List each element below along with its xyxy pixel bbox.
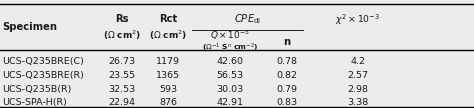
Text: 22.94: 22.94 bbox=[109, 98, 136, 107]
Text: 56.53: 56.53 bbox=[216, 71, 244, 80]
Text: $\it{CPE}$$_{\rm{dl}}$: $\it{CPE}$$_{\rm{dl}}$ bbox=[234, 13, 261, 26]
Text: UCS-SPA-H(R): UCS-SPA-H(R) bbox=[2, 98, 67, 107]
Text: UCS-Q235BRE(R): UCS-Q235BRE(R) bbox=[2, 71, 84, 80]
Text: 42.60: 42.60 bbox=[217, 57, 243, 66]
Text: 1365: 1365 bbox=[156, 71, 180, 80]
Text: $\chi^2 \times 10^{-3}$: $\chi^2 \times 10^{-3}$ bbox=[336, 12, 380, 27]
Text: $Q \times 10^{-5}$: $Q \times 10^{-5}$ bbox=[210, 29, 250, 42]
Text: 30.03: 30.03 bbox=[216, 85, 244, 94]
Text: 1179: 1179 bbox=[156, 57, 180, 66]
Text: UCS-Q235B(R): UCS-Q235B(R) bbox=[2, 85, 72, 94]
Text: 0.79: 0.79 bbox=[276, 85, 297, 94]
Text: ($\Omega$ cm$^2$): ($\Omega$ cm$^2$) bbox=[103, 29, 141, 42]
Text: 0.83: 0.83 bbox=[276, 98, 297, 107]
Text: UCS-Q235BRE(C): UCS-Q235BRE(C) bbox=[2, 57, 84, 66]
Text: 23.55: 23.55 bbox=[109, 71, 136, 80]
Text: 32.53: 32.53 bbox=[109, 85, 136, 94]
Text: 42.91: 42.91 bbox=[217, 98, 243, 107]
Text: 876: 876 bbox=[159, 98, 177, 107]
Text: n: n bbox=[283, 37, 291, 47]
Text: 593: 593 bbox=[159, 85, 177, 94]
Text: Specimen: Specimen bbox=[2, 22, 57, 32]
Text: 0.78: 0.78 bbox=[276, 57, 297, 66]
Text: 0.82: 0.82 bbox=[276, 71, 297, 80]
Text: 2.98: 2.98 bbox=[347, 85, 368, 94]
Text: Rct: Rct bbox=[159, 14, 177, 24]
Text: 3.38: 3.38 bbox=[347, 98, 368, 107]
Text: ($\Omega$ cm$^2$): ($\Omega$ cm$^2$) bbox=[149, 29, 187, 42]
Text: Rs: Rs bbox=[116, 14, 129, 24]
Text: 4.2: 4.2 bbox=[350, 57, 365, 66]
Text: 26.73: 26.73 bbox=[109, 57, 136, 66]
Text: 2.57: 2.57 bbox=[347, 71, 368, 80]
Text: ($\Omega^{-1}$ S$^{\rm{n}}$ cm$^{-2}$): ($\Omega^{-1}$ S$^{\rm{n}}$ cm$^{-2}$) bbox=[201, 41, 258, 54]
